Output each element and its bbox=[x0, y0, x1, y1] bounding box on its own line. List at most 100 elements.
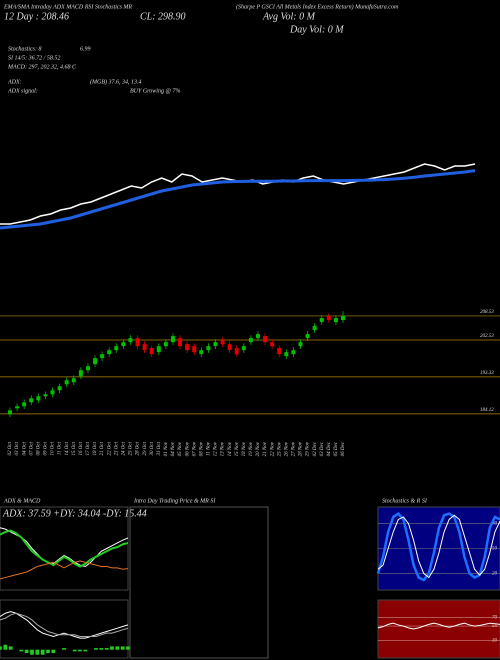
x-tick-label: 14 Nov bbox=[228, 441, 233, 456]
candle-body bbox=[8, 410, 12, 415]
x-tick-label: 13 Nov bbox=[221, 441, 226, 456]
panel-background bbox=[378, 600, 500, 658]
candle-body bbox=[15, 406, 20, 409]
candle-body bbox=[213, 342, 218, 347]
histogram-bar bbox=[126, 646, 130, 650]
x-tick-label: 01 Nov bbox=[164, 441, 169, 456]
candle-body bbox=[107, 350, 112, 355]
series-line bbox=[377, 622, 500, 630]
header-text: BUY Growing @ 7% bbox=[130, 88, 180, 94]
x-tick-label: 28 Oct bbox=[136, 441, 141, 455]
x-tick-label: 21 Nov bbox=[263, 441, 268, 456]
candle-body bbox=[121, 342, 126, 347]
candle-body bbox=[22, 402, 27, 407]
histogram-bar bbox=[115, 646, 120, 650]
x-tick-label: 24 Oct bbox=[122, 441, 127, 455]
candle-body bbox=[114, 346, 119, 351]
histogram-bar bbox=[110, 646, 114, 650]
panel-title: Stochastics & R SI bbox=[382, 498, 428, 504]
y-tick-label: 80 bbox=[492, 522, 498, 527]
x-tick-label: 06 Nov bbox=[185, 441, 190, 456]
x-tick-label: 16 Oct bbox=[79, 441, 84, 455]
x-tick-label: 11 Oct bbox=[58, 441, 63, 455]
histogram-bar bbox=[35, 649, 40, 655]
candle-body bbox=[199, 350, 204, 355]
x-tick-label: 14 Oct bbox=[65, 441, 70, 455]
x-tick-label: 03 Dec bbox=[320, 441, 325, 456]
y-tick-label: 184.12 bbox=[480, 408, 494, 413]
histogram-bar bbox=[62, 648, 66, 650]
histogram-bar bbox=[19, 649, 24, 652]
candle-body bbox=[50, 390, 55, 395]
candle-body bbox=[341, 316, 345, 321]
header-text: EMA/SMA Intraday ADX MACD RSI Stochastic… bbox=[3, 4, 132, 10]
x-tick-label: 11 Nov bbox=[207, 441, 212, 456]
x-tick-label: 02 Oct bbox=[8, 441, 13, 455]
candle-body bbox=[291, 350, 296, 355]
x-tick-label: 22 Nov bbox=[270, 441, 275, 456]
x-tick-label: 02 Dec bbox=[313, 441, 318, 456]
x-tick-label: 12 Nov bbox=[214, 441, 219, 456]
candle-body bbox=[263, 336, 268, 343]
header-text: CL: 298.90 bbox=[140, 11, 186, 22]
x-tick-label: 23 Oct bbox=[114, 441, 119, 455]
y-tick-label: 50 bbox=[492, 547, 498, 552]
candle-body bbox=[284, 352, 289, 357]
series-line bbox=[0, 560, 129, 580]
histogram-bar bbox=[78, 649, 82, 652]
header-text: ADX: bbox=[7, 79, 22, 85]
x-tick-label: 25 Nov bbox=[277, 441, 282, 456]
x-tick-label: 19 Nov bbox=[249, 441, 254, 456]
candle-body bbox=[277, 348, 282, 355]
header-text: 12 Day : 208.46 bbox=[4, 11, 69, 22]
panel-border bbox=[0, 599, 129, 659]
candle-body bbox=[85, 366, 90, 371]
x-tick-label: 30 Oct bbox=[150, 441, 155, 455]
candle-body bbox=[135, 338, 140, 347]
candle-body bbox=[149, 348, 154, 355]
x-tick-label: 15 Nov bbox=[235, 441, 240, 456]
histogram-bar bbox=[99, 648, 104, 650]
header-text: 6.99 bbox=[80, 46, 91, 52]
x-tick-label: 10 Oct bbox=[51, 441, 56, 455]
x-tick-label: 05 Nov bbox=[178, 441, 183, 456]
candle-body bbox=[71, 378, 76, 383]
header-text: (Sharpe P GSCI All Metals Index Excess R… bbox=[236, 3, 399, 10]
candle-body bbox=[220, 340, 225, 345]
x-tick-label: 04 Dec bbox=[327, 441, 332, 456]
panel-border bbox=[0, 506, 129, 591]
candle-body bbox=[255, 334, 260, 339]
candle-body bbox=[206, 346, 211, 351]
panel-title: ADX & MACD bbox=[3, 498, 41, 504]
candle-body bbox=[100, 354, 105, 359]
candle-body bbox=[142, 344, 147, 351]
histogram-bar bbox=[51, 649, 56, 654]
header-text: Day Vol: 0 M bbox=[289, 24, 344, 35]
candle-body bbox=[312, 326, 317, 331]
histogram-bar bbox=[104, 648, 109, 650]
x-tick-label: 29 Nov bbox=[306, 441, 311, 456]
x-tick-label: 22 Oct bbox=[107, 441, 112, 455]
header-text: Stochastics: 8 bbox=[8, 46, 42, 52]
candle-body bbox=[234, 348, 239, 355]
x-tick-label: 04 Nov bbox=[171, 441, 176, 456]
candle-body bbox=[128, 338, 133, 343]
x-tick-label: 07 Nov bbox=[192, 441, 197, 456]
x-tick-label: 17 Oct bbox=[86, 441, 91, 455]
x-tick-label: 31 Oct bbox=[157, 441, 162, 455]
panel-border bbox=[377, 599, 500, 659]
header-text: (MGB) 37.6, 34, 13.4 bbox=[90, 78, 142, 85]
histogram-bar bbox=[120, 646, 125, 650]
y-tick-label: 208.53 bbox=[480, 310, 494, 315]
candle-body bbox=[93, 358, 98, 365]
y-tick-label: 30 bbox=[492, 639, 498, 644]
candle-body bbox=[36, 396, 41, 401]
x-tick-label: 09 Oct bbox=[44, 441, 49, 455]
histogram-bar bbox=[72, 649, 77, 652]
header-text: ADX signal: bbox=[7, 88, 38, 94]
candle-body bbox=[156, 346, 161, 353]
candle-body bbox=[298, 342, 303, 347]
candle-body bbox=[319, 318, 324, 323]
panel-title: Intra Day Trading Price & MR SI bbox=[133, 498, 216, 504]
